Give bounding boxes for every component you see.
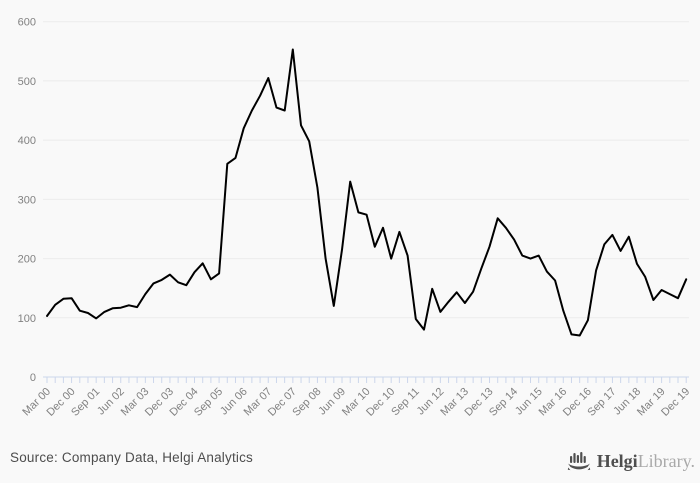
y-axis-label: 500 bbox=[18, 76, 36, 88]
y-axis-label: 400 bbox=[18, 135, 36, 147]
y-axis-label: 200 bbox=[18, 254, 36, 266]
y-axis-label: 100 bbox=[18, 313, 36, 325]
x-axis-label: Sep 11 bbox=[389, 386, 422, 419]
source-text: Source: Company Data, Helgi Analytics bbox=[10, 450, 254, 465]
helgi-library-logo[interactable]: HelgiLibrary. bbox=[565, 444, 695, 478]
brand-name-helgi: Helgi bbox=[596, 450, 638, 471]
y-axis-label: 300 bbox=[18, 194, 36, 206]
ship-icon bbox=[567, 452, 590, 471]
series-line bbox=[46, 48, 688, 337]
brand-name-library: Library. bbox=[637, 450, 695, 471]
y-axis-label: 0 bbox=[30, 372, 36, 384]
y-axis-label: 600 bbox=[18, 17, 36, 29]
